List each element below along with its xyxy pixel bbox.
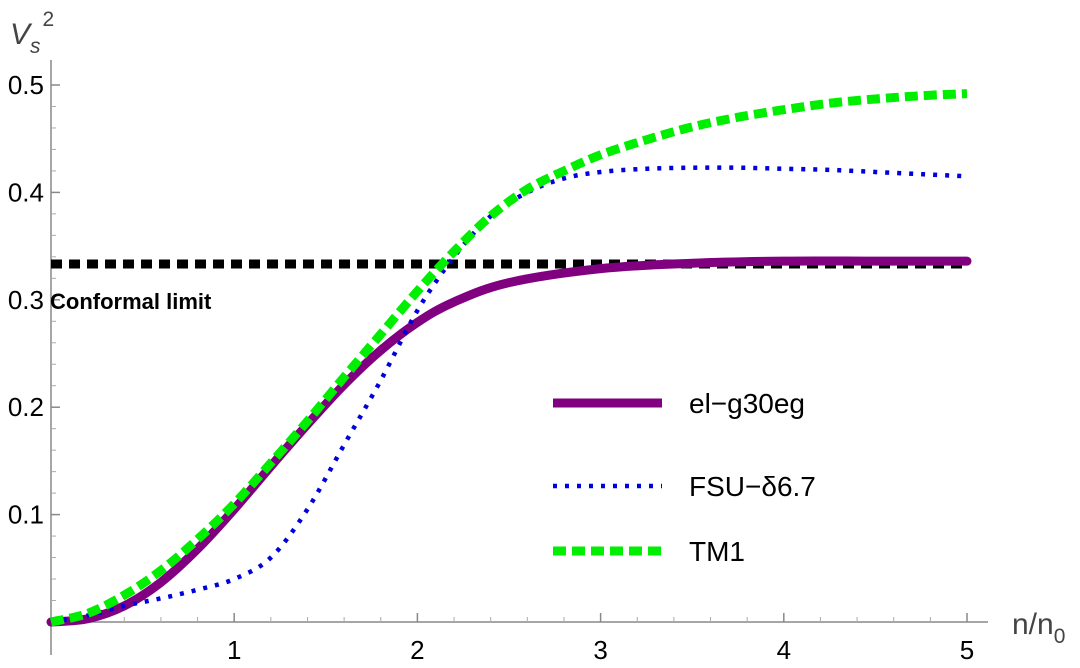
series-line-solid: [46, 256, 972, 627]
legend: el−g30eg FSU−δ6.7 TM1: [553, 388, 816, 567]
x-tick-label: 4: [777, 635, 791, 665]
axes: 1 2 3 4 5 0.1 0.2 0.3 0.4 0.5: [8, 60, 988, 665]
y-ticks: 0.1 0.2 0.3 0.4 0.5: [8, 70, 60, 602]
y-tick-label: 0.2: [8, 392, 44, 422]
y-axis-label: Vs2: [10, 8, 54, 58]
x-axis-label-sub: 0: [1054, 625, 1066, 648]
y-tick-label: 0.5: [8, 70, 44, 100]
y-axis-label-sup: 2: [43, 8, 55, 31]
y-axis-label-sub: s: [30, 35, 41, 58]
y-tick-label: 0.4: [8, 177, 44, 207]
x-tick-label: 1: [227, 635, 241, 665]
x-tick-label: 3: [593, 635, 607, 665]
series-line-dashed: [49, 89, 968, 627]
legend-label: el−g30eg: [689, 388, 805, 419]
y-tick-label: 0.1: [8, 500, 44, 530]
legend-label: FSU−δ6.7: [689, 471, 816, 502]
legend-label: TM1: [689, 536, 745, 567]
x-axis-label-main: n/n: [1012, 608, 1054, 641]
x-tick-label: 5: [960, 635, 974, 665]
x-tick-label: 2: [410, 635, 424, 665]
conformal-limit-label: Conformal limit: [50, 289, 212, 314]
plot-lines: [46, 89, 972, 627]
y-tick-label: 0.3: [8, 285, 44, 315]
y-axis-label-main: V: [10, 18, 33, 51]
x-ticks: 1 2 3 4 5: [87, 613, 974, 665]
x-axis-label: n/n0: [1012, 608, 1065, 648]
